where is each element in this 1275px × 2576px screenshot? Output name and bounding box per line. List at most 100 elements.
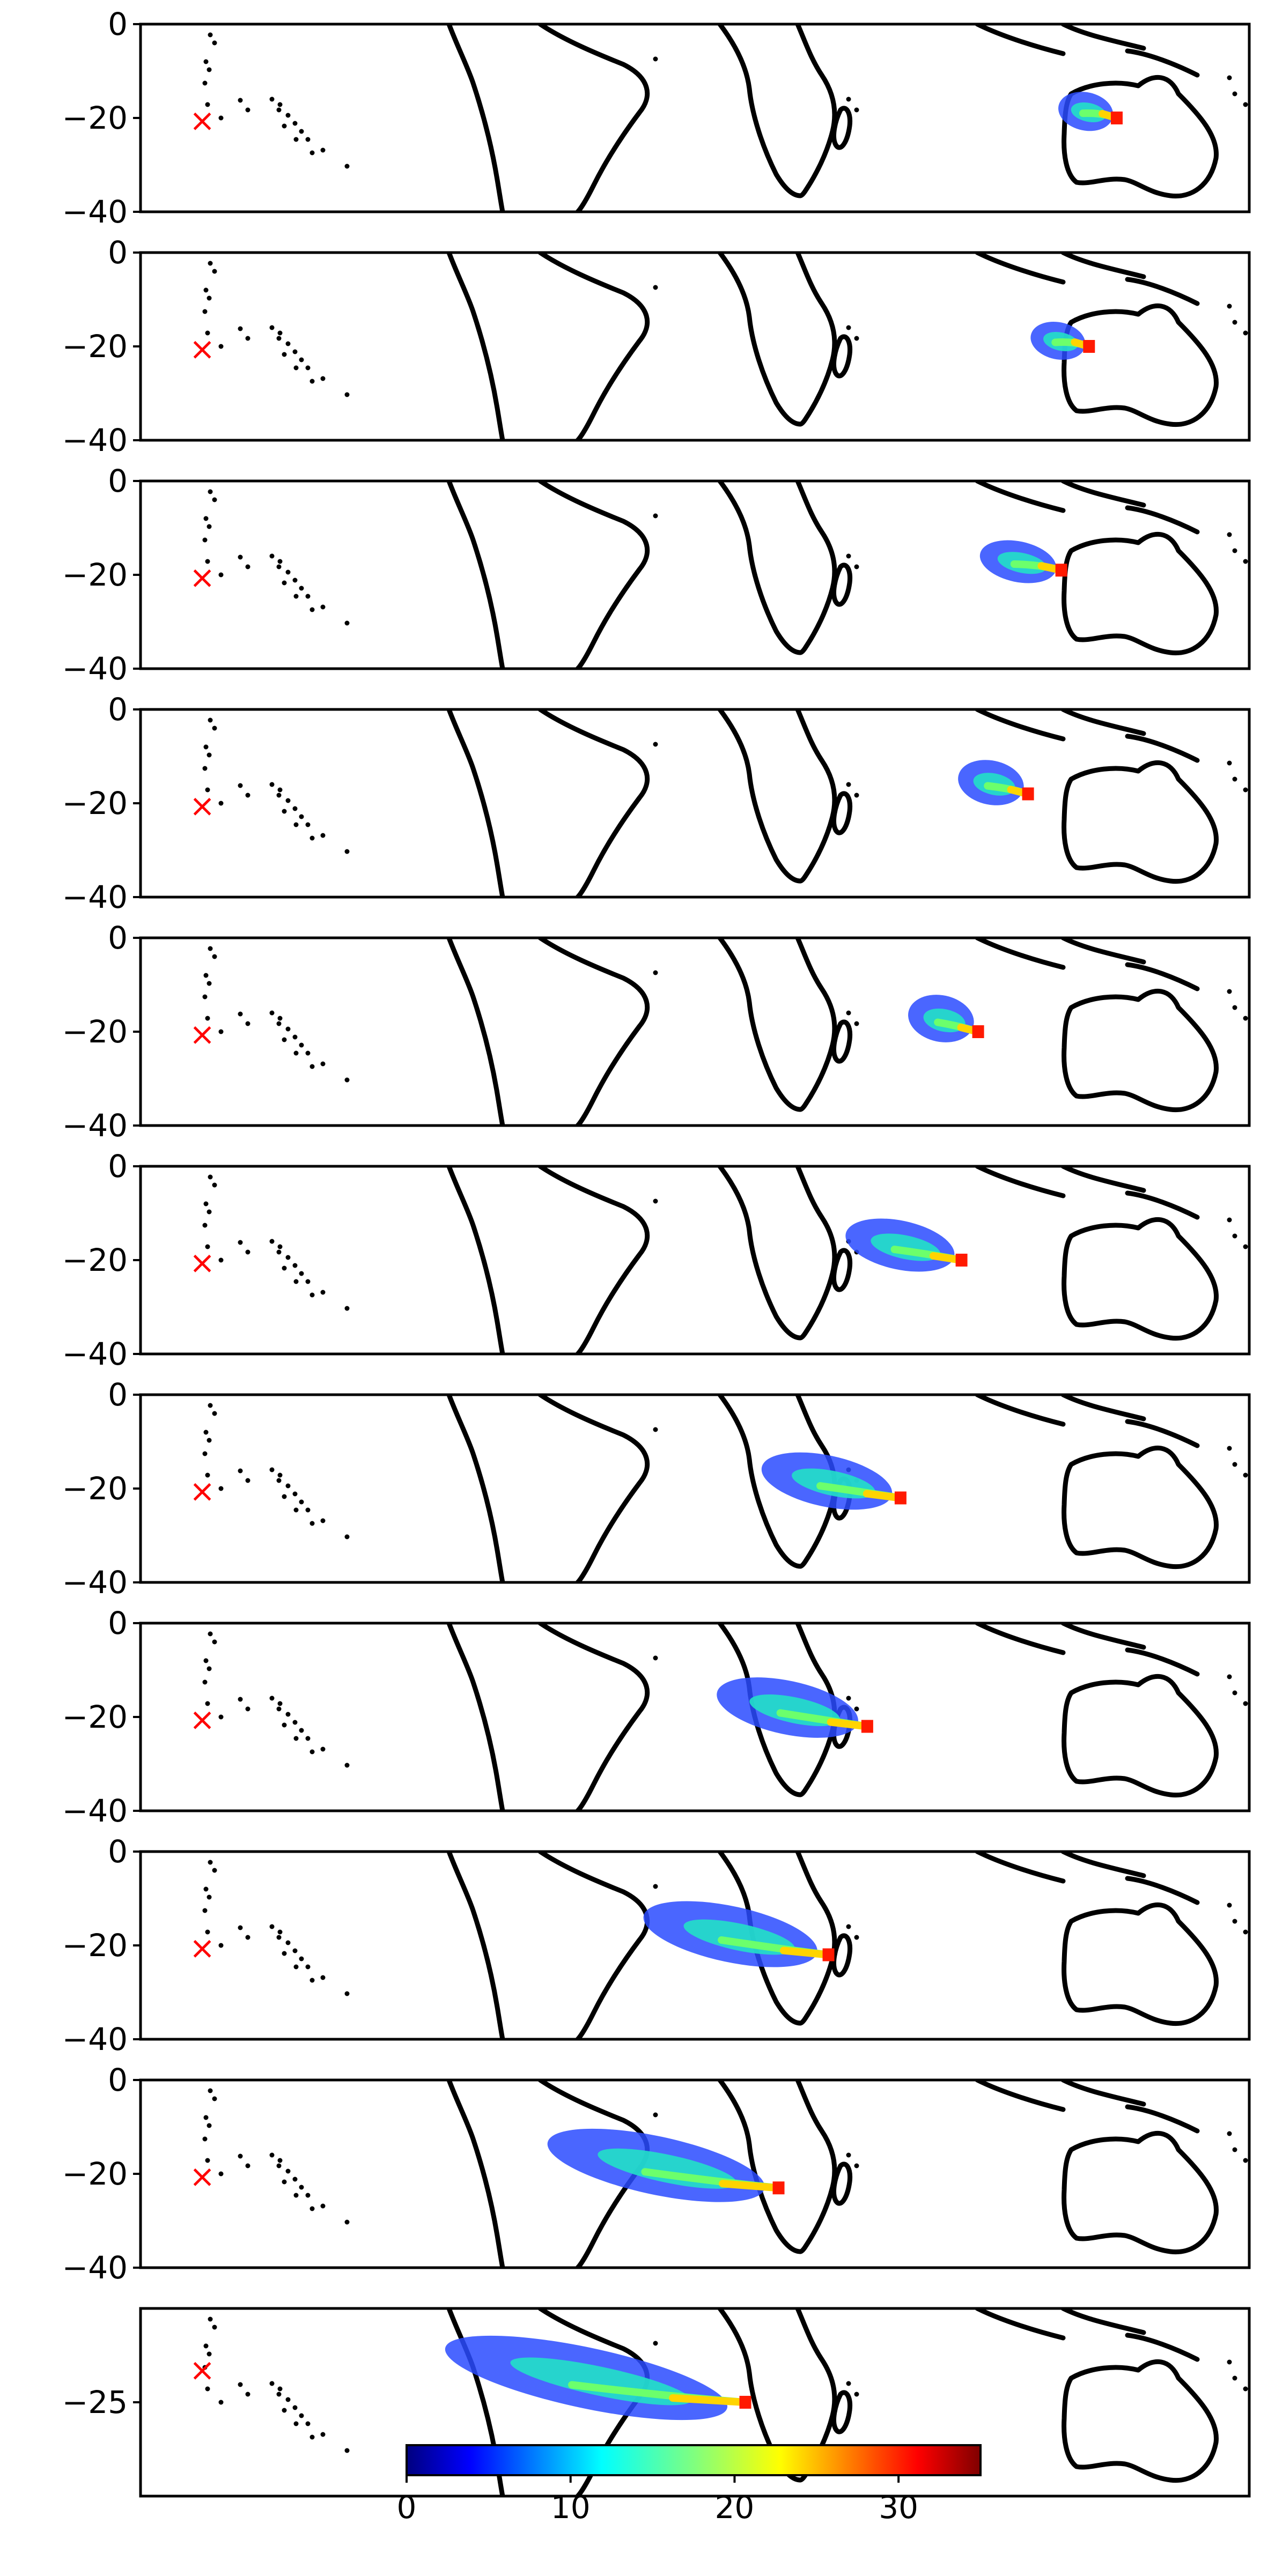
island-dot <box>1259 1287 1264 1292</box>
source-marker: × <box>189 1244 216 1280</box>
island-dot <box>269 782 275 787</box>
island-dot <box>1243 330 1248 336</box>
ytick-label: −40 <box>62 194 128 230</box>
island-dot <box>309 2434 315 2440</box>
island-dot <box>653 1884 658 1889</box>
island-dot <box>344 620 350 626</box>
island-dot <box>344 2448 350 2453</box>
island-dot <box>285 1483 291 1489</box>
island-dot <box>276 1706 282 1712</box>
ytick-label: −20 <box>62 1470 128 1507</box>
island-dot <box>205 102 210 107</box>
island-dot <box>293 1507 299 1513</box>
island-dot <box>309 1749 315 1755</box>
island-dot <box>344 1306 350 1311</box>
coastline <box>1062 760 1219 884</box>
island-dot <box>846 782 851 787</box>
island-dot <box>846 553 851 559</box>
ytick-label: −25 <box>62 2384 128 2420</box>
island-dot <box>653 2341 658 2346</box>
island-dot <box>305 594 311 599</box>
island-dot <box>299 1042 304 1048</box>
island-dot <box>282 1037 287 1042</box>
colorbar-tick-label: 30 <box>879 2489 918 2526</box>
coastline <box>1125 277 1200 306</box>
island-dot <box>653 56 658 62</box>
island-dot <box>203 1886 209 1892</box>
island-dot <box>276 107 282 113</box>
island-dot <box>854 336 859 341</box>
island-dot <box>1232 776 1237 782</box>
coastline <box>446 709 505 897</box>
island-dot <box>208 1631 213 1637</box>
island-dot <box>320 1746 326 1752</box>
ytick-label: −40 <box>62 1793 128 1829</box>
island-dot <box>292 1720 298 1725</box>
coastline <box>975 1166 1146 1198</box>
coastline <box>795 24 837 198</box>
source-marker: × <box>189 2158 216 2194</box>
island-dot <box>1232 91 1237 97</box>
island-dot <box>276 1021 282 1026</box>
island-dot <box>207 752 212 758</box>
island-dot <box>854 1706 859 1712</box>
island-dot <box>245 564 250 569</box>
island-dot <box>269 1010 275 1016</box>
plume-head <box>1110 112 1123 124</box>
island-dot <box>245 1935 250 1940</box>
island-dot <box>218 2400 224 2405</box>
coastline <box>717 938 803 1112</box>
island-dot <box>344 1534 350 1539</box>
island-dot <box>285 341 291 346</box>
island-dot <box>276 564 282 569</box>
island-dot <box>854 107 859 113</box>
island-dot <box>846 1924 851 1929</box>
ytick-label: 0 <box>108 691 128 728</box>
map-panel: × 0 −20 −40 <box>62 463 1251 687</box>
island-dot <box>282 1494 287 1499</box>
island-dot <box>245 793 250 798</box>
plume-head <box>894 1491 906 1505</box>
island-dot <box>1259 1973 1264 1978</box>
coastline <box>1125 48 1200 78</box>
coastline <box>446 1852 505 2039</box>
ytick-label: 0 <box>108 234 128 271</box>
coastline <box>537 1852 650 2039</box>
plume-head <box>972 1025 984 1038</box>
island-dot <box>305 137 311 142</box>
coastline <box>1125 505 1200 535</box>
island-dot <box>205 330 210 336</box>
island-dot <box>1227 760 1232 766</box>
plume <box>547 2128 785 2202</box>
island-dot <box>245 2392 250 2397</box>
island-dot <box>245 2163 250 2168</box>
island-dot <box>269 2152 275 2158</box>
island-dot <box>320 2203 326 2209</box>
coastline <box>795 1166 837 1341</box>
map-panel: × 0 −20 −40 <box>62 234 1251 458</box>
island-dot <box>344 1763 350 1768</box>
island-dot <box>293 365 299 371</box>
island-dot <box>1227 989 1232 994</box>
coastline <box>537 481 650 669</box>
island-dot <box>1259 831 1264 835</box>
island-dot <box>238 554 243 560</box>
island-dot <box>203 287 209 293</box>
coastline <box>446 2080 505 2268</box>
island-dot <box>299 2185 304 2190</box>
island-dot <box>238 1697 243 1702</box>
island-dot <box>309 150 315 156</box>
island-dot <box>1243 2386 1248 2392</box>
ytick-label: −20 <box>62 557 128 593</box>
plume-band-high <box>669 2394 749 2406</box>
island-dot <box>208 489 213 494</box>
coastline <box>831 791 853 835</box>
plume <box>958 760 1034 805</box>
island-dot <box>245 1249 250 1255</box>
island-dot <box>238 2153 243 2159</box>
ytick-label: −20 <box>62 1699 128 1735</box>
coastline <box>537 709 650 897</box>
island-dot <box>293 1279 299 1284</box>
plume <box>908 995 984 1042</box>
